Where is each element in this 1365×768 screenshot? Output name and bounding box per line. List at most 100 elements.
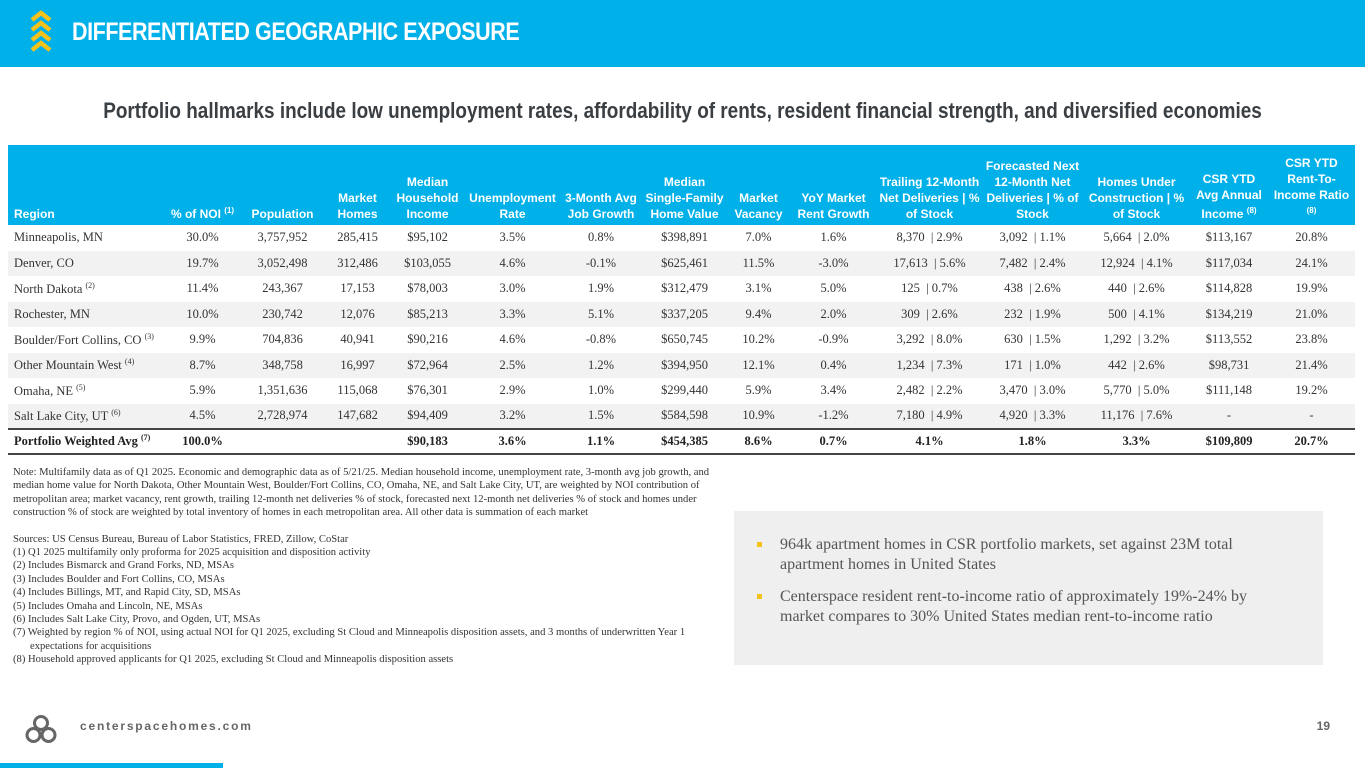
table-cell: 348,758 bbox=[240, 352, 325, 378]
table-cell: 115,068 bbox=[337, 383, 378, 398]
table-cell: 16,997 bbox=[325, 352, 390, 378]
table-cell: $95,102 bbox=[407, 230, 448, 245]
table-cell: $398,891 bbox=[661, 230, 708, 245]
column-header-label: Median Single-Family Home Value bbox=[645, 175, 724, 221]
column-header-label: Trailing 12-Month Net Deliveries | % of … bbox=[879, 175, 980, 221]
table-cell: $625,461 bbox=[642, 250, 727, 276]
table-cell: 20.7% bbox=[1268, 428, 1355, 455]
subtitle: Portfolio hallmarks include low unemploy… bbox=[103, 98, 1262, 123]
table-cell: $584,598 bbox=[642, 403, 727, 429]
column-header: CSR YTD Avg Annual Income (8) bbox=[1190, 145, 1268, 225]
table-cell: 3.2% bbox=[465, 403, 560, 429]
footnote: (4) Includes Billings, MT, and Rapid Cit… bbox=[13, 587, 241, 599]
region-cell: Portfolio Weighted Avg (7) bbox=[8, 428, 165, 455]
table-cell: 3.6% bbox=[465, 428, 560, 455]
header-bar: DIFFERENTIATED GEOGRAPHIC EXPOSURE bbox=[0, 0, 1365, 67]
column-header: Trailing 12-Month Net Deliveries | % of … bbox=[877, 145, 982, 225]
table-cell: 1.0% bbox=[587, 383, 615, 398]
table-cell: 20.8% bbox=[1295, 230, 1328, 245]
footnote-marker: (8) bbox=[1246, 206, 1257, 215]
table-cell: 0.7% bbox=[790, 428, 877, 455]
column-header: Market Homes bbox=[325, 145, 390, 225]
table-cell: 10.2% bbox=[742, 332, 775, 347]
column-header: CSR YTD Rent-To-Income Ratio (8) bbox=[1268, 145, 1355, 225]
table-cell: $109,809 bbox=[1190, 428, 1268, 455]
table-cell: $650,745 bbox=[661, 332, 708, 347]
table-cell: $90,183 bbox=[390, 428, 465, 455]
footnote-marker: (8) bbox=[1306, 206, 1317, 215]
table-cell: -0.9% bbox=[818, 332, 849, 347]
table-cell: $394,950 bbox=[642, 352, 727, 378]
table-cell: 0.4% bbox=[790, 352, 877, 378]
footnote-marker: (7) bbox=[140, 433, 151, 443]
table-cell: 3.3% bbox=[465, 301, 560, 327]
region-label: Boulder/Fort Collins, CO bbox=[14, 332, 142, 347]
table-cell: 2,728,974 bbox=[240, 403, 325, 429]
table-cell: $85,213 bbox=[390, 301, 465, 327]
table-cell: 7.0% bbox=[745, 230, 772, 245]
total-row: Portfolio Weighted Avg (7) 100.0% $90,183 3… bbox=[8, 428, 1355, 455]
table-cell: 147,682 bbox=[325, 403, 390, 429]
table-cell: 5.9% bbox=[189, 383, 216, 398]
column-header: Median Single-Family Home Value bbox=[642, 145, 727, 225]
table-cell: 125 | 0.7% bbox=[901, 281, 958, 296]
region-cell: Other Mountain West (4) bbox=[8, 352, 165, 378]
table-cell: 1,292 | 3.2% bbox=[1103, 332, 1170, 347]
table-cell: 4.1% bbox=[877, 428, 982, 455]
chevron-stack-icon bbox=[30, 10, 52, 52]
region-label: Omaha, NE bbox=[14, 383, 74, 398]
website-link[interactable]: centerspacehomes.com bbox=[80, 719, 253, 733]
table-cell: 438 | 2.6% bbox=[1004, 281, 1061, 296]
table-cell: 100.0% bbox=[165, 428, 240, 455]
table-cell: 7,180 | 4.9% bbox=[877, 403, 982, 429]
table-cell: $90,216 bbox=[407, 332, 448, 347]
notes: Note: Multifamily data as of Q1 2025. Ec… bbox=[13, 466, 723, 667]
table-cell: 8.7% bbox=[165, 352, 240, 378]
table-cell: $98,731 bbox=[1190, 352, 1268, 378]
table-row: Omaha, NE (5) 5.9% 1,351,636 115,068 $76,301… bbox=[8, 378, 1355, 404]
table-cell: $312,479 bbox=[661, 281, 708, 296]
table-row: Denver, CO 19.7% 3,052,498 312,486 $103,055 4… bbox=[8, 250, 1355, 276]
column-header: Forecasted Next 12-Month Net Deliveries … bbox=[982, 145, 1083, 225]
table-cell: 17,153 bbox=[340, 281, 375, 296]
table-cell: 442 | 2.6% bbox=[1083, 352, 1190, 378]
table-cell: 3,292 | 8.0% bbox=[896, 332, 963, 347]
table-cell: 19.9% bbox=[1295, 281, 1328, 296]
column-header-label: Homes Under Construction | % of Stock bbox=[1088, 175, 1185, 221]
table-row: Minneapolis, MN 30.0% 3,757,952 285,415 $95,… bbox=[8, 225, 1355, 251]
table-cell: 19.2% bbox=[1295, 383, 1328, 398]
table-cell: 30.0% bbox=[186, 230, 219, 245]
column-header-label: Region bbox=[14, 207, 55, 221]
table-cell: 11.4% bbox=[186, 281, 219, 296]
page-number: 19 bbox=[1316, 719, 1330, 733]
region-label: Other Mountain West bbox=[14, 358, 122, 373]
column-header-label: % of NOI bbox=[170, 207, 221, 221]
table-cell: 630 | 1.5% bbox=[1004, 332, 1061, 347]
table-cell: $111,148 bbox=[1206, 383, 1252, 398]
table-cell: 3,052,498 bbox=[240, 250, 325, 276]
table-cell: $78,003 bbox=[407, 281, 448, 296]
table-cell: 3,092 | 1.1% bbox=[999, 230, 1066, 245]
table-cell: $72,964 bbox=[390, 352, 465, 378]
table-cell: $337,205 bbox=[642, 301, 727, 327]
table-cell: $94,409 bbox=[390, 403, 465, 429]
table-cell bbox=[325, 428, 390, 455]
region-cell: Salt Lake City, UT (6) bbox=[8, 403, 165, 429]
table-cell: $113,167 bbox=[1205, 230, 1253, 245]
table-cell: 9.4% bbox=[727, 301, 790, 327]
table-cell: 5.0% bbox=[820, 281, 847, 296]
footnote: (6) Includes Salt Lake City, Provo, and … bbox=[13, 614, 261, 626]
column-header: % of NOI (1) bbox=[165, 145, 240, 225]
table-cell: 500 | 4.1% bbox=[1083, 301, 1190, 327]
callout-bullet: Centerspace resident rent-to-income rati… bbox=[754, 587, 1263, 627]
table-cell: 312,486 bbox=[325, 250, 390, 276]
table-cell: 12,924 | 4.1% bbox=[1083, 250, 1190, 276]
sources-text: Sources: US Census Bureau, Bureau of Lab… bbox=[13, 533, 349, 545]
footnote-marker: (3) bbox=[144, 331, 154, 341]
table-cell: 3,757,952 bbox=[257, 230, 308, 245]
table-cell: 21.0% bbox=[1268, 301, 1355, 327]
region-label: Denver, CO bbox=[14, 255, 74, 270]
bottom-accent-bar bbox=[0, 763, 223, 768]
table-cell: 8.6% bbox=[727, 428, 790, 455]
table-cell: 12.1% bbox=[727, 352, 790, 378]
